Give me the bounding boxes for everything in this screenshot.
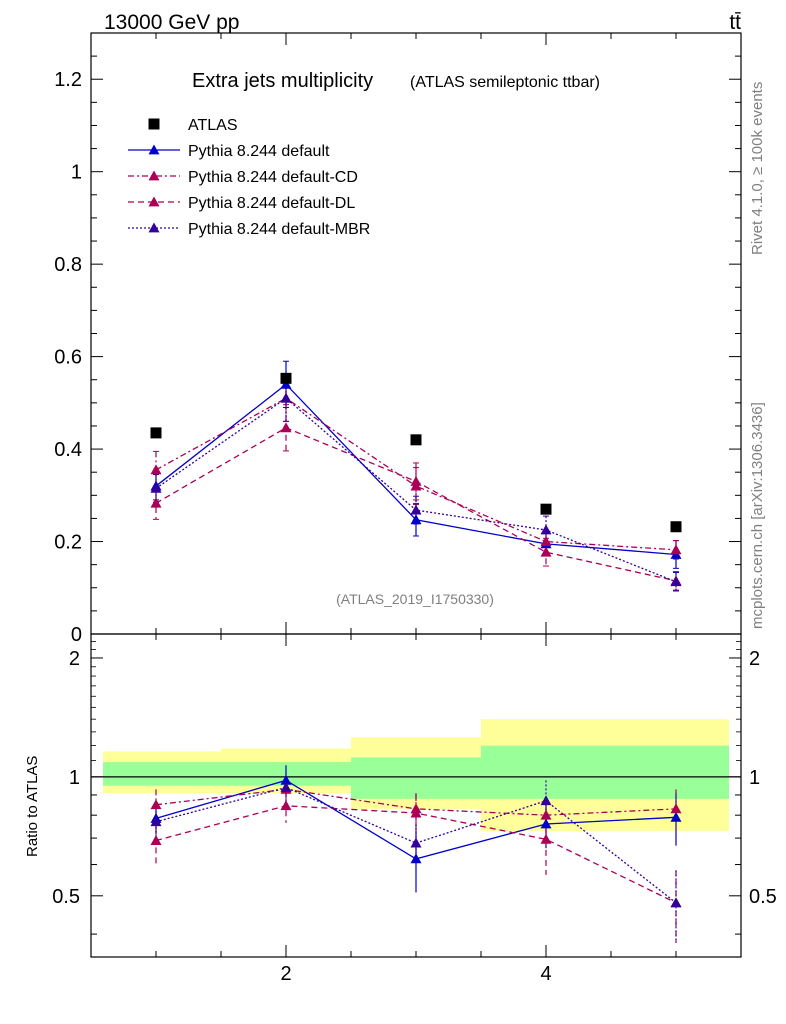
ratio-tick-label-right: 0.5	[749, 886, 777, 908]
y-tick-label: 0.6	[54, 347, 82, 369]
series-marker	[540, 536, 552, 546]
series-marker	[410, 475, 422, 486]
legend-marker-1	[148, 170, 160, 181]
ratio-marker	[540, 833, 552, 844]
x-tick-label: 4	[540, 963, 551, 985]
legend-marker-0	[148, 144, 160, 155]
legend-label: Pythia 8.244 default-CD	[188, 169, 358, 186]
data-marker	[280, 372, 292, 384]
y-tick-label: 1.2	[54, 69, 82, 91]
ratio-markers	[150, 774, 682, 908]
ratio-marker	[670, 897, 682, 908]
series-marker	[150, 482, 162, 493]
series-marker	[540, 524, 552, 535]
series-line-1	[155, 397, 677, 551]
series-marker	[280, 422, 292, 433]
ratio-marker	[280, 800, 292, 811]
ratio-axis-label: Ratio to ATLAS	[24, 756, 41, 857]
legend-label: ATLAS	[188, 117, 238, 134]
ratio-marker	[150, 835, 162, 845]
legend-marker-3	[148, 222, 160, 233]
data-marker	[410, 434, 422, 446]
ratio-tick-label-left: 2	[69, 648, 80, 670]
ratio-marker	[540, 795, 552, 806]
mcplots-label: mcplots.cern.ch [arXiv:1306.3436]	[749, 402, 766, 629]
legend-marker-atlas	[148, 118, 160, 130]
y-tick-label: 1	[71, 162, 82, 184]
series-marker	[670, 576, 682, 587]
y-tick-label: 0.8	[54, 254, 82, 276]
y-tick-label: 0.4	[54, 439, 82, 461]
ratio-band-inner	[103, 762, 221, 786]
ratio-marker	[280, 782, 292, 792]
ratio-marker	[410, 853, 422, 864]
ratio-marker	[540, 818, 552, 829]
chart-title: Extra jets multiplicity	[192, 70, 373, 92]
ratio-tick-label-right: 2	[749, 648, 760, 670]
ratio-marker	[670, 811, 682, 822]
ratio-tick-label-left: 0.5	[52, 886, 80, 908]
ratio-line-3	[155, 786, 677, 904]
process-label: tt̄	[729, 11, 741, 34]
ratio-band-inner	[611, 745, 729, 799]
main-panel: 0 0.2 0.4 0.6 0.8 1 1.2 Extra jets multiplicit…	[54, 32, 742, 646]
legend-marker-2	[148, 196, 160, 207]
series-marker	[410, 514, 422, 525]
series-marker	[540, 546, 552, 557]
main-markers	[150, 372, 682, 587]
rivet-version-label: Rivet 4.1.0, ≥ 100k events	[749, 82, 766, 255]
series-marker	[670, 544, 682, 555]
ratio-marker	[670, 803, 682, 814]
x-tick-label: 2	[280, 963, 291, 985]
ratio-band-inner	[351, 757, 481, 799]
series-marker	[410, 504, 422, 515]
ratio-panel: 2 4 0.5 0.5 1 1 2 2 Ratio to ATLAS	[24, 633, 777, 985]
legend-label: Pythia 8.244 default-MBR	[188, 221, 370, 238]
series-marker	[150, 497, 162, 508]
data-marker	[670, 521, 682, 533]
ratio-tick-label-right: 1	[749, 767, 760, 789]
energy-label: 13000 GeV pp	[104, 11, 239, 34]
ratio-marker	[540, 809, 552, 820]
analysis-watermark: (ATLAS_2019_I1750330)	[336, 591, 494, 607]
data-marker	[540, 503, 552, 515]
data-marker	[150, 427, 162, 439]
ratio-marker	[150, 816, 162, 827]
y-tick-label: 0	[71, 624, 82, 646]
ratio-marker	[410, 837, 422, 848]
ratio-marker	[280, 774, 292, 785]
series-marker	[150, 464, 162, 475]
ratio-band-inner	[481, 745, 611, 799]
legend-label: Pythia 8.244 default-DL	[188, 195, 355, 212]
series-marker	[280, 392, 292, 403]
ratio-axes: 2 4 0.5 0.5 1 1 2 2	[52, 633, 777, 985]
legend: ATLAS Pythia 8.244 default Pythia 8.244 de…	[128, 117, 370, 238]
ratio-marker	[150, 799, 162, 810]
chart-subtitle: (ATLAS semileptonic ttbar)	[410, 74, 600, 91]
ratio-marker	[410, 807, 422, 818]
legend-label: Pythia 8.244 default	[188, 143, 330, 160]
ratio-uncertainty-bands	[91, 719, 741, 831]
ratio-tick-label-left: 1	[69, 767, 80, 789]
y-tick-label: 0.2	[54, 532, 82, 554]
